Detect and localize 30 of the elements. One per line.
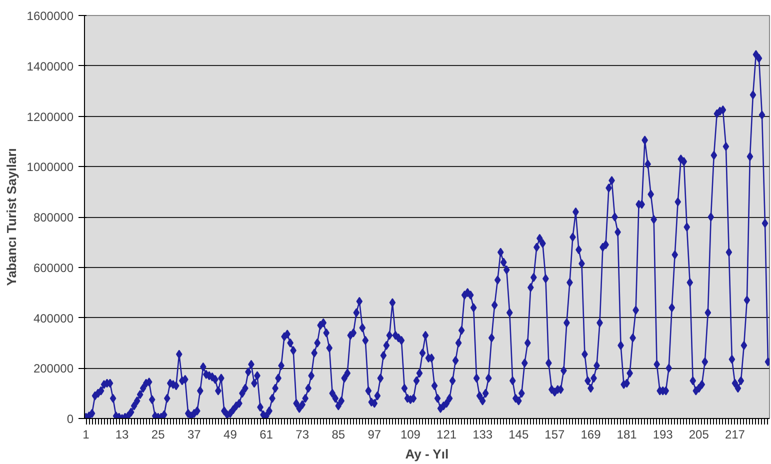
y-tick-label: 1600000 [26, 9, 74, 23]
x-tick-label: 133 [472, 428, 493, 442]
x-axis-title: Ay - Yıl [405, 446, 449, 462]
x-tick-label: 25 [151, 428, 166, 442]
x-tick-label: 169 [580, 428, 602, 442]
x-tick-label: 61 [260, 428, 274, 442]
y-tick-label: 1400000 [26, 59, 74, 74]
y-tick-label: 600000 [33, 260, 74, 275]
x-tick-label: 109 [400, 428, 421, 442]
x-tick-label: 181 [616, 428, 638, 442]
y-tick-label: 1200000 [26, 110, 74, 124]
y-tick-label: 0 [66, 412, 74, 426]
x-tick-label: 73 [296, 428, 310, 442]
x-tick-label: 97 [368, 428, 382, 442]
x-tick-label: 217 [724, 428, 746, 442]
y-tick-label: 400000 [33, 311, 74, 326]
x-tick-label: 121 [436, 428, 457, 442]
y-axis-title: Yabancı Turist Sayıları [4, 148, 19, 286]
x-tick-label: 37 [187, 428, 202, 442]
x-tick-label: 145 [508, 428, 529, 442]
x-tick-label: 49 [224, 428, 238, 442]
x-tick-label: 205 [688, 428, 710, 442]
y-tick-label: 200000 [33, 362, 74, 376]
x-tick-label: 1 [82, 428, 90, 442]
y-tick-label: 1000000 [26, 160, 74, 174]
x-tick-label: 157 [544, 428, 566, 442]
x-tick-label: 85 [332, 428, 346, 442]
x-tick-label: 13 [115, 428, 130, 442]
y-tick-label: 800000 [33, 210, 74, 224]
x-tick-label: 193 [652, 428, 674, 442]
